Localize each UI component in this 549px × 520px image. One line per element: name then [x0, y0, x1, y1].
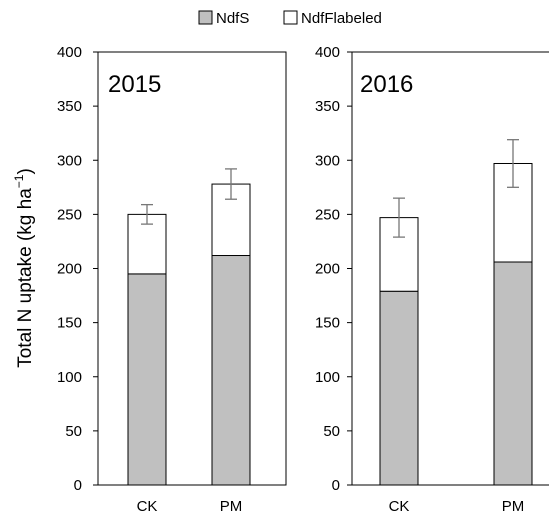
y-tick-label: 100 [315, 369, 340, 386]
bars [127, 168, 251, 486]
bar-ndfs-pm [211, 255, 251, 486]
legend-swatch-ndfflabeled [283, 10, 298, 25]
panel-frame [97, 51, 287, 486]
y-tick-label: 400 [57, 44, 82, 61]
x-tick-label-pm: PM [502, 498, 525, 515]
y-tick-label: 200 [57, 261, 82, 278]
legend-label-ndfflabeled: NdfFlabeled [301, 10, 382, 27]
y-tick-label: 0 [332, 477, 340, 494]
panel-2016: 2016 0 50 100 150 200 250 300 350 400 CK PM [315, 44, 549, 515]
bar-ndfs-ck [127, 273, 167, 486]
y-tick-label: 300 [57, 152, 82, 169]
x-tick-label-ck: CK [137, 498, 158, 515]
y-axis-label: Total N uptake (kg ha−1) [12, 168, 36, 368]
y-tick-label: 200 [315, 261, 340, 278]
legend-swatch-ndfs [198, 10, 213, 25]
y-tick-label: 300 [315, 152, 340, 169]
legend: NdfS NdfFlabeled [198, 10, 382, 27]
y-tick-label: 150 [57, 315, 82, 332]
y-tick-label: 350 [315, 98, 340, 115]
x-axis-labels: CK PM [389, 498, 525, 515]
bar-ndfs-ck [379, 290, 419, 486]
y-tick-label: 50 [323, 423, 340, 440]
y-tick-label: 50 [65, 423, 82, 440]
bars [379, 139, 533, 486]
y-tick-label: 150 [315, 315, 340, 332]
bar-ndfs-pm [493, 261, 533, 486]
y-axis-ticks: 0 50 100 150 200 250 300 350 400 [57, 44, 98, 494]
panel-title: 2016 [360, 71, 413, 98]
x-axis-labels: CK PM [137, 498, 243, 515]
legend-label-ndfs: NdfS [216, 10, 249, 27]
y-tick-label: 250 [57, 206, 82, 223]
x-tick-label-pm: PM [220, 498, 243, 515]
x-tick-label-ck: CK [389, 498, 410, 515]
y-tick-label: 350 [57, 98, 82, 115]
y-tick-label: 100 [57, 369, 82, 386]
panel-2015: 2015 0 50 100 150 200 250 300 350 400 CK PM [57, 44, 287, 515]
y-tick-label: 400 [315, 44, 340, 61]
y-tick-label: 0 [74, 477, 82, 494]
y-tick-label: 250 [315, 206, 340, 223]
y-axis-ticks: 0 50 100 150 200 250 300 350 400 [315, 44, 352, 494]
panel-title: 2015 [108, 71, 161, 98]
